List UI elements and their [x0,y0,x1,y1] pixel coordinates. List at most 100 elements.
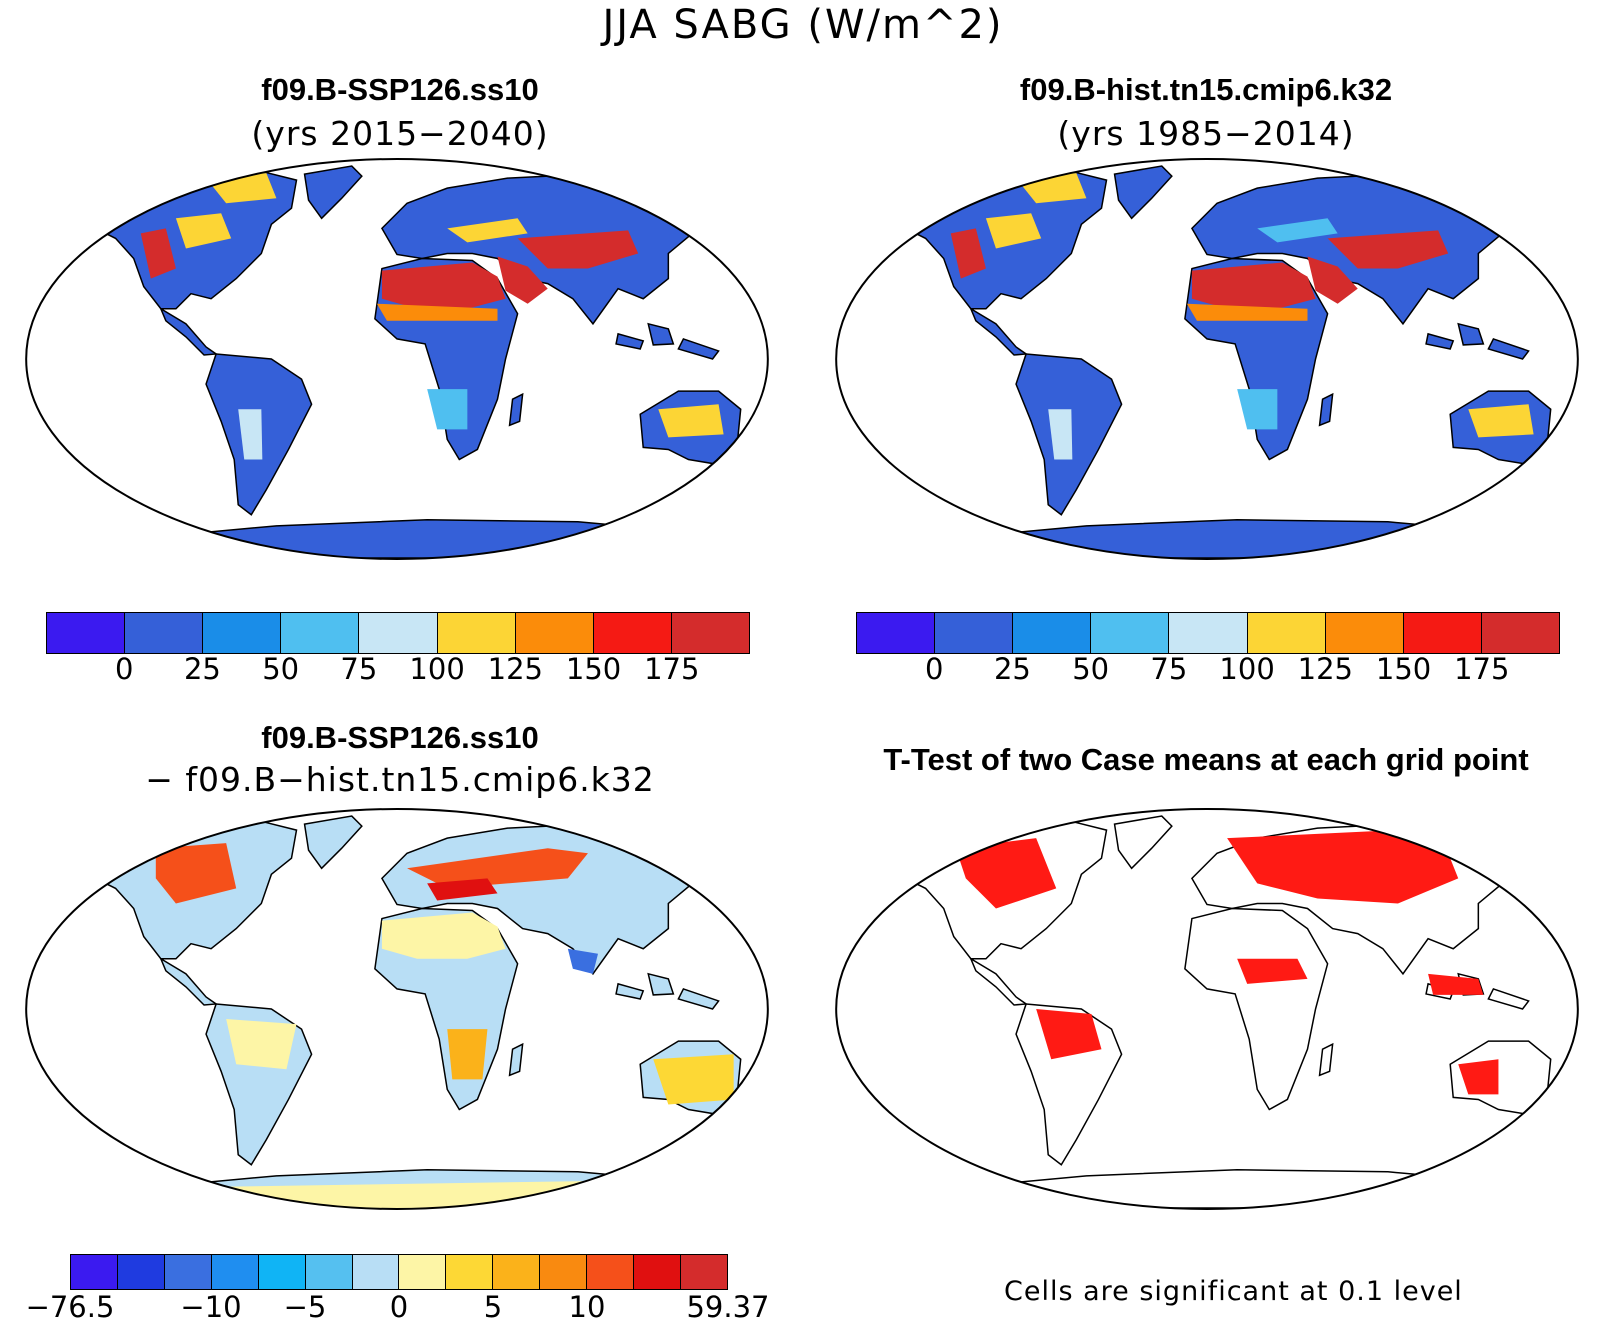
australia-band [658,404,724,438]
sahel-band [1186,303,1308,321]
panel-title-top-left: f09.B-SSP126.ss10 [261,72,539,107]
colorbar-swatch [164,1255,212,1289]
colorbar-swatch [125,613,204,653]
colorbar-tick-label: 0 [389,1290,409,1324]
colorbar-swatch [1013,613,1092,653]
colorbar-swatch [71,1255,118,1289]
colorbar-swatch [47,613,126,653]
colorbar-tick-label: −5 [283,1290,327,1324]
panel-title-bottom-right: T-Test of two Case means at each grid po… [883,742,1529,777]
colorbar-swatch [540,1255,588,1289]
map-top-right [835,158,1579,560]
colorbar-swatch [399,1255,447,1289]
europe-band [1257,218,1338,243]
australia-band [1468,404,1534,438]
sw-us-high-zone [950,228,986,279]
significance-note: Cells are significant at 0.1 level [1004,1276,1463,1307]
map-bottom-left [25,808,769,1210]
colorbar-bottom-left: −76.5 −10 −5 0 5 10 59.37 [26,1254,770,1324]
colorbar-tick-label: 100 [409,652,465,686]
colorbar-swatch [359,613,438,653]
colorbar-tick-label: 125 [487,652,544,686]
colorbar-swatch [211,1255,259,1289]
colorbar-swatch [634,1255,681,1289]
colorbar-swatch [352,1255,400,1289]
colorbar-swatch [587,1255,635,1289]
andes-band [1048,409,1073,460]
great-plains-band [175,213,232,249]
colorbar-swatch [857,613,936,653]
colorbar-tick-label: 25 [183,652,221,686]
panel-subtitle-top-right: (yrs 1985−2014) [1057,114,1355,153]
arabia-high-zone [497,256,548,304]
central-asia-high-zone [1327,230,1449,269]
colorbar-swatch [1247,613,1326,653]
panel-title-bottom-left: f09.B-SSP126.ss10 [261,720,539,755]
colorbar-tick-label: 0 [924,652,944,686]
colorbar-tick-label: 25 [993,652,1031,686]
map-bottom-right [835,808,1579,1210]
amazon-zone [226,1019,297,1070]
significant-eurasia [1227,828,1459,904]
colorbar-tick-label: 150 [565,652,622,686]
sahel-band [376,303,498,321]
colorbar-swatch [281,613,360,653]
colorbar-tick-label: 50 [262,652,300,686]
colorbar-swatches [70,1254,728,1290]
colorbar-tick-label: 100 [1219,652,1275,686]
colorbar-swatch [446,1255,494,1289]
colorbar-ticks: −76.5 −10 −5 0 5 10 59.37 [26,1290,770,1326]
europe-hotspot [427,878,498,901]
colorbar-tick-label: 175 [1454,652,1510,686]
colorbar-swatch [1169,613,1248,653]
significant-africa [1237,958,1308,984]
colorbar-swatch [1091,613,1170,653]
india-cooling-zone [567,948,598,974]
southern-africa-band [1237,389,1278,430]
map-top-left [25,158,769,560]
arabia-high-zone [1307,256,1358,304]
colorbar-tick-label: −76.5 [25,1290,115,1324]
colorbar-ticks: 0 25 50 75 100 125 150 175 [856,652,1560,692]
colorbar-swatch [493,1255,541,1289]
colorbar-swatch [258,1255,306,1289]
colorbar-tick-label: 59.37 [686,1290,770,1324]
andes-band [238,409,263,460]
north-america-warming-zone [155,843,237,904]
colorbar-swatch [671,613,749,653]
colorbar-tick-label: 50 [1072,652,1110,686]
significant-australia [1458,1059,1499,1095]
colorbar-swatch [117,1255,165,1289]
significant-indonesia [1428,973,1484,995]
colorbar-swatches [46,612,750,654]
colorbar-tick-label: −10 [180,1290,242,1324]
colorbar-swatch [515,613,594,653]
colorbar-swatch [935,613,1014,653]
colorbar-swatches [856,612,1560,654]
colorbar-tick-label: 10 [568,1290,606,1324]
colorbar-swatch [680,1255,727,1289]
sahara-high-zone [381,262,506,309]
panel-subtitle-bottom-left: − f09.B−hist.tn15.cmip6.k32 [145,760,655,799]
colorbar-tick-label: 0 [114,652,134,686]
colorbar-swatch [203,613,282,653]
southern-africa-zone [447,1029,488,1080]
colorbar-swatch [1325,613,1404,653]
panel-title-top-right: f09.B-hist.tn15.cmip6.k32 [1019,72,1393,107]
panel-subtitle-top-left: (yrs 2015−2040) [251,114,549,153]
significant-north-america [955,838,1057,909]
europe-band [447,218,528,243]
colorbar-swatch [305,1255,353,1289]
colorbar-tick-label: 150 [1375,652,1432,686]
colorbar-top-left: 0 25 50 75 100 125 150 175 [46,612,750,686]
colorbar-top-right: 0 25 50 75 100 125 150 175 [856,612,1560,686]
colorbar-tick-label: 5 [483,1290,503,1324]
figure-title: JJA SABG (W/m^2) [602,2,1004,48]
colorbar-tick-label: 175 [644,652,700,686]
sw-us-high-zone [140,228,176,279]
colorbar-tick-label: 75 [1150,652,1188,686]
sahara-high-zone [1191,262,1316,309]
australia-zone [653,1054,734,1105]
sahara-change-zone [381,912,506,959]
colorbar-swatch [437,613,516,653]
